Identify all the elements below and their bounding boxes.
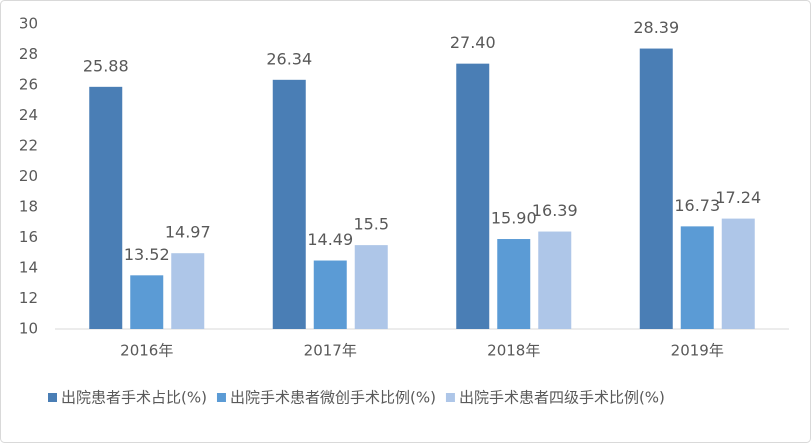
bar: [354, 245, 388, 329]
legend-swatch: [445, 393, 455, 402]
value-label: 16.73: [674, 196, 720, 215]
value-label: 13.52: [124, 245, 170, 264]
value-label: 17.24: [715, 188, 761, 207]
y-tick-label: 26: [19, 76, 38, 94]
legend-swatch: [216, 393, 226, 402]
y-tick-label: 20: [19, 167, 38, 185]
value-label: 15.90: [491, 209, 537, 228]
legend-label: 出院手术患者四级手术比例(%): [459, 389, 665, 407]
y-tick-label: 28: [19, 45, 38, 63]
y-tick-label: 10: [19, 320, 38, 338]
y-tick-label: 14: [19, 259, 38, 277]
bar: [497, 239, 531, 329]
value-label: 26.34: [266, 49, 312, 68]
bar: [313, 260, 347, 329]
bar: [639, 48, 673, 330]
bar: [721, 218, 755, 329]
legend-label: 出院患者手术占比(%): [61, 389, 207, 407]
value-label: 14.49: [307, 230, 353, 249]
value-label: 14.97: [165, 223, 211, 242]
bar: [89, 86, 123, 329]
value-label: 16.39: [532, 201, 578, 220]
value-label: 25.88: [83, 56, 129, 75]
y-tick-label: 22: [19, 137, 38, 155]
y-tick-label: 30: [19, 15, 38, 33]
y-tick-label: 18: [19, 198, 38, 216]
legend-swatch: [48, 393, 57, 402]
x-tick-label: 2018年: [487, 342, 540, 360]
bar: [130, 275, 164, 329]
bar: [171, 253, 205, 329]
y-tick-label: 24: [19, 106, 38, 124]
value-label: 15.5: [353, 215, 389, 234]
value-label: 27.40: [450, 33, 496, 52]
value-label: 28.39: [633, 18, 679, 37]
x-tick-label: 2016年: [120, 342, 173, 360]
bar: [538, 231, 572, 329]
y-tick-label: 16: [19, 228, 38, 246]
x-tick-label: 2017年: [304, 342, 357, 360]
legend-label: 出院手术患者微创手术比例(%): [230, 389, 436, 407]
bar: [680, 226, 714, 329]
bar: [272, 79, 306, 329]
y-tick-label: 12: [19, 289, 38, 307]
x-tick-label: 2019年: [671, 342, 724, 360]
bar: [456, 63, 490, 330]
